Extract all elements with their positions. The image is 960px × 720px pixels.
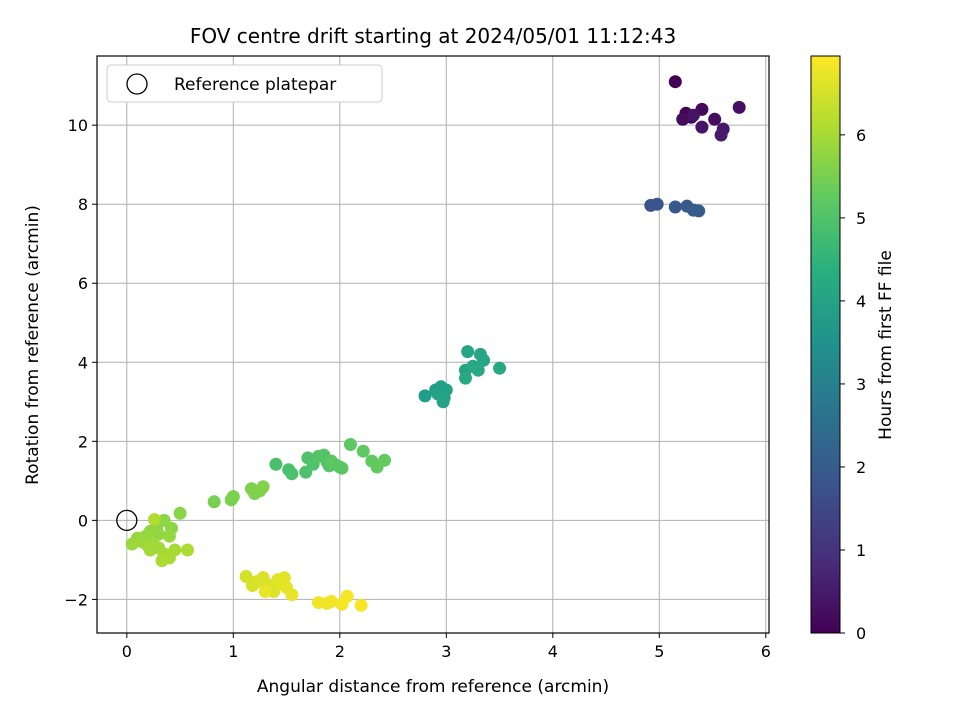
colorbar-tick-label: 3 <box>856 375 866 394</box>
data-point <box>324 454 338 468</box>
legend-marker-icon <box>126 73 148 95</box>
data-point <box>324 594 338 608</box>
data-point <box>471 363 485 377</box>
data-point <box>458 371 472 385</box>
x-tick-label: 1 <box>228 642 238 661</box>
x-axis-ticks: 0 1 2 3 4 5 6 <box>122 633 771 661</box>
colorbar-gradient <box>810 55 841 634</box>
x-tick-label: 6 <box>761 642 771 661</box>
data-point <box>695 120 709 134</box>
data-point <box>207 495 221 509</box>
data-point <box>356 444 370 458</box>
data-point <box>152 527 166 541</box>
data-point <box>148 513 162 527</box>
y-axis-label: Rotation from reference (arcmin) <box>23 205 43 485</box>
legend-label: Reference platepar <box>174 75 336 95</box>
data-point <box>226 490 240 504</box>
colorbar-ticks: 0 1 2 3 4 5 6 <box>840 126 866 643</box>
data-point <box>354 598 368 612</box>
data-point <box>668 200 682 214</box>
data-point <box>258 585 272 599</box>
data-point <box>181 543 195 557</box>
reference-marker-group <box>116 509 138 532</box>
data-point <box>269 457 283 471</box>
data-point <box>418 389 432 403</box>
x-axis-label: Angular distance from reference (arcmin) <box>257 677 609 697</box>
data-point <box>668 75 682 89</box>
data-point <box>285 467 299 481</box>
plot-frame <box>96 55 770 634</box>
x-tick-label: 3 <box>441 642 451 661</box>
x-tick-label: 2 <box>335 642 345 661</box>
data-points <box>125 75 746 612</box>
data-point <box>708 112 722 126</box>
colorbar: 0 1 2 3 4 5 6 Hours from first FF file <box>810 55 896 643</box>
colorbar-tick-label: 4 <box>856 292 866 311</box>
data-point <box>340 589 354 603</box>
y-tick-label: 8 <box>78 195 88 214</box>
colorbar-tick-label: 6 <box>856 126 866 145</box>
data-point <box>343 437 357 451</box>
data-point <box>378 453 392 467</box>
colorbar-tick-label: 2 <box>856 458 866 477</box>
y-tick-label: 4 <box>78 353 88 372</box>
data-point <box>461 345 475 359</box>
data-point <box>277 571 291 585</box>
plot-area <box>97 56 769 633</box>
legend-box <box>106 64 383 103</box>
reference-marker <box>116 509 138 532</box>
y-tick-label: 0 <box>78 511 88 530</box>
y-tick-label: 6 <box>78 274 88 293</box>
colorbar-tick-label: 5 <box>856 209 866 228</box>
chart-title: FOV centre drift starting at 2024/05/01 … <box>190 24 676 48</box>
y-tick-label: 2 <box>78 432 88 451</box>
data-point <box>732 100 746 114</box>
x-tick-label: 4 <box>548 642 558 661</box>
legend: Reference platepar <box>106 64 383 103</box>
y-tick-label: −2 <box>64 590 88 609</box>
colorbar-tick-label: 1 <box>856 541 866 560</box>
data-point <box>493 361 507 375</box>
data-point <box>676 112 690 126</box>
data-point <box>143 543 157 557</box>
data-point <box>650 197 664 211</box>
data-point <box>692 204 706 218</box>
data-point <box>714 128 728 142</box>
data-point <box>285 588 299 602</box>
data-point <box>335 461 349 475</box>
x-tick-label: 5 <box>654 642 664 661</box>
data-point <box>155 554 169 568</box>
data-point <box>162 529 176 543</box>
colorbar-label: Hours from first FF file <box>876 250 896 440</box>
data-point <box>256 480 270 494</box>
data-point <box>173 506 187 520</box>
data-point <box>477 353 491 367</box>
y-axis-ticks: −2 0 2 4 6 8 10 <box>64 116 97 609</box>
data-point <box>125 537 139 551</box>
data-point <box>686 108 700 122</box>
colorbar-tick-label: 0 <box>856 624 866 643</box>
data-point <box>239 569 253 583</box>
data-point <box>436 395 450 409</box>
x-tick-label: 0 <box>122 642 132 661</box>
y-tick-label: 10 <box>68 116 88 135</box>
